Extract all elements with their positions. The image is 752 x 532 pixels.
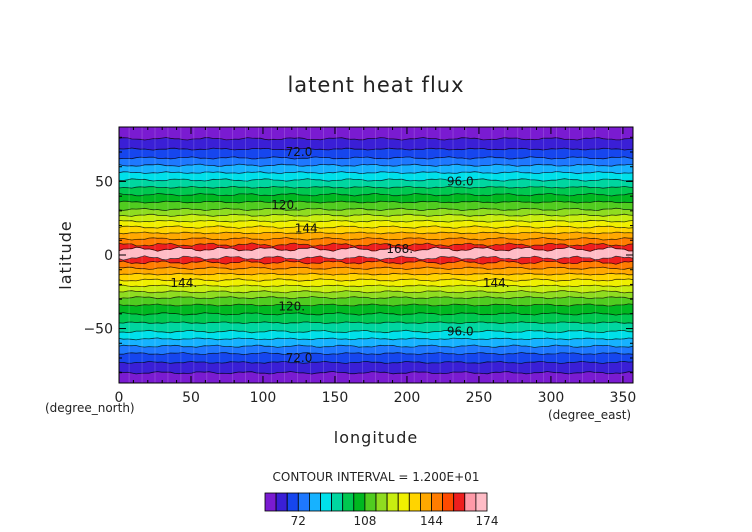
contour-line [118, 278, 634, 282]
colorbar-swatch [464, 492, 477, 512]
contour-line [118, 219, 634, 223]
contour-interval: CONTOUR INTERVAL = 1.200E+01 [273, 470, 480, 484]
x-axis-label: longitude [334, 428, 418, 447]
x-tick-label: 150 [322, 390, 349, 406]
x-axis-ticks: 0 50 100 150 200 250 300 350 [115, 127, 637, 406]
grid-lines [128, 127, 622, 383]
x-tick-label: 300 [538, 390, 565, 406]
y-unit-label: (degree_north) [45, 401, 135, 415]
contour-line [118, 266, 634, 270]
colorbar-swatch [342, 492, 355, 512]
contour-line [118, 171, 634, 175]
contour-line [118, 321, 634, 325]
colorbar-swatch [297, 492, 310, 512]
contour-line [118, 213, 634, 217]
contour-line [118, 242, 634, 247]
contour-line [118, 200, 634, 204]
colorbar-swatch [453, 492, 466, 512]
colorbar-tick-label: 174 [476, 514, 499, 528]
y-tick-label: 0 [104, 248, 113, 264]
contour-line [118, 337, 634, 341]
contour-line [118, 255, 634, 261]
contour-line [119, 351, 634, 356]
contour-line [118, 290, 634, 294]
x-tick-label: 350 [610, 390, 637, 406]
y-axis-ticks: 50 0 −50 [83, 136, 633, 374]
colorbar-tick-label: 108 [353, 514, 376, 528]
contour-line [118, 329, 634, 334]
contour-line [119, 360, 634, 364]
contour-label: 120. [271, 198, 298, 212]
y-tick-label: −50 [83, 322, 113, 338]
contour-bands [118, 126, 634, 384]
contour-line [118, 312, 634, 316]
x-tick-label: 250 [466, 390, 493, 406]
colorbar-tick-labels: 72 108 144 174 [291, 514, 499, 528]
x-tick-label: 100 [250, 390, 277, 406]
colorbar-swatch [442, 492, 455, 512]
contour-line [118, 225, 634, 229]
colorbar-swatch [431, 492, 444, 512]
contour-band [118, 137, 634, 151]
x-tick-label: 50 [182, 390, 200, 406]
colorbar-swatch [375, 492, 388, 512]
contour-line [118, 237, 633, 241]
contour-line [118, 231, 634, 235]
colorbar-swatch [308, 492, 321, 512]
contour-label: 96.0 [447, 174, 474, 188]
contour-line [118, 207, 634, 212]
contour-label: 72.0 [286, 351, 313, 365]
contour-line [118, 344, 634, 348]
contour-line [118, 156, 634, 160]
contour-line [118, 147, 634, 151]
contour-label: 72.0 [286, 145, 313, 159]
colorbar-swatch [353, 492, 366, 512]
contour-line [118, 178, 634, 182]
contour-line [118, 137, 634, 141]
x-tick-label: 200 [394, 390, 421, 406]
contour-line [118, 296, 634, 300]
colorbar-swatch [275, 492, 288, 512]
contour-line [118, 371, 634, 375]
contour-line [118, 163, 633, 167]
contour-label: 144 [295, 222, 318, 236]
colorbar-swatch [320, 492, 333, 512]
colorbar-swatch [331, 492, 344, 512]
contour-line [118, 303, 634, 307]
contour-band [118, 371, 634, 384]
y-tick-label: 50 [95, 174, 113, 190]
colorbar-swatch [364, 492, 377, 512]
colorbar-swatch [419, 492, 432, 512]
contour-lines [118, 137, 634, 375]
colorbar-tick-label: 144 [420, 514, 443, 528]
colorbar-swatch [264, 492, 277, 512]
contour-labels: 72.0 96.0 120. 144 168. 144. 144. 120. 96.0 72.0 [170, 145, 509, 365]
colorbar [264, 492, 488, 512]
contour-label: 96.0 [447, 325, 474, 339]
contour-line [118, 246, 634, 252]
x-unit-label: (degree_east) [548, 408, 631, 422]
contour-label: 144. [170, 276, 197, 290]
colorbar-swatch [475, 492, 488, 512]
contour-label: 144. [483, 276, 510, 290]
colorbar-swatch [286, 492, 299, 512]
chart-title: latent heat flux [287, 73, 464, 97]
contour-line [118, 185, 634, 189]
y-axis-label: latitude [56, 220, 75, 289]
contour-line [118, 284, 634, 288]
contour-line [118, 259, 634, 265]
contour-label: 168. [386, 242, 413, 256]
contour-line [118, 272, 634, 276]
colorbar-swatch [408, 492, 421, 512]
contour-label: 120. [278, 299, 305, 313]
colorbar-swatch [386, 492, 399, 512]
x-tick-label: 0 [115, 390, 124, 406]
contour-line [118, 192, 634, 197]
colorbar-swatch [397, 492, 410, 512]
colorbar-tick-label: 72 [291, 514, 306, 528]
